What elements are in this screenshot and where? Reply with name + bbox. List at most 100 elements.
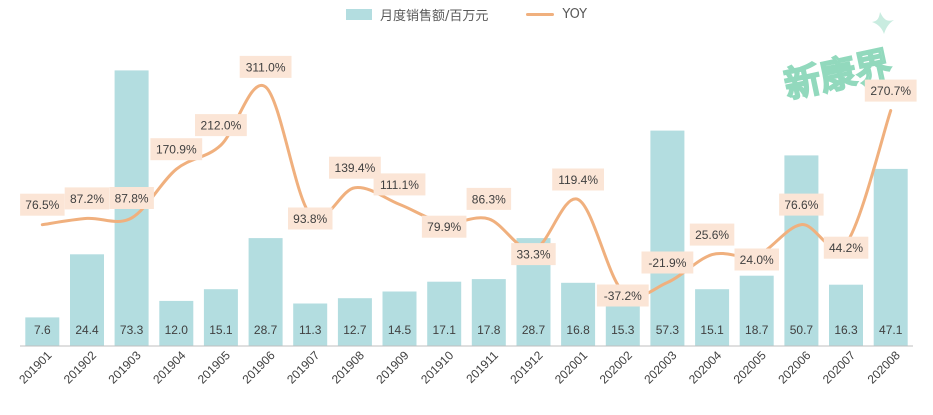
yoy-label-202005: 24.0% [734, 248, 779, 271]
x-tick-label-201903: 201903 [106, 348, 144, 386]
yoy-label-text: 212.0% [201, 119, 242, 133]
yoy-label-text: 76.6% [784, 198, 818, 212]
x-tick-label-201911: 201911 [463, 348, 501, 386]
bar-201904 [159, 300, 194, 346]
bar-202001 [561, 282, 596, 346]
yoy-label-202003: -21.9% [641, 251, 694, 274]
yoy-label-202004: 25.6% [689, 223, 735, 246]
bar-202007 [829, 284, 863, 346]
yoy-label-text: 86.3% [472, 192, 506, 206]
bar-value-label-202001: 16.8 [566, 323, 590, 337]
x-tick-label-202003: 202003 [641, 348, 679, 386]
bar-value-label-201907: 11.3 [299, 323, 322, 337]
yoy-label-202006: 76.6% [779, 193, 824, 216]
x-axis-tick-labels: 201901 201902 201903 201904 201905 201906 2019… [16, 348, 903, 386]
yoy-label-201903: 87.8% [109, 187, 154, 209]
watermark-leaf-icon [872, 12, 894, 34]
x-tick-label-202001: 202001 [552, 348, 590, 386]
bar-value-labels: 7.6 24.4 73.3 12.0 15.1 28.7 11.3 12.7 14.5 17.1 1… [34, 323, 903, 337]
yoy-label-box [329, 156, 381, 179]
x-tick-label-201905: 201905 [195, 348, 233, 386]
bar-201908 [337, 298, 372, 346]
bar-201905 [203, 289, 238, 346]
yoy-label-text: 170.9% [156, 143, 197, 157]
yoy-label-202007: 44.2% [823, 236, 869, 259]
bar-value-label-202003: 57.3 [656, 323, 680, 337]
bar-201911 [471, 279, 506, 346]
yoy-label-201904: 170.9% [150, 138, 203, 161]
bar-value-label-202005: 18.7 [745, 323, 769, 337]
bar-value-label-201901: 7.6 [34, 323, 51, 337]
yoy-label-box [195, 114, 247, 137]
x-tick-label-202002: 202002 [597, 348, 635, 386]
x-tick-label-202008: 202008 [865, 348, 903, 386]
yoy-label-201906: 311.0% [239, 55, 292, 78]
x-tick-label-201904: 201904 [150, 348, 188, 386]
yoy-label-text: 119.4% [558, 173, 598, 187]
yoy-label-box [596, 284, 649, 307]
bar-202004 [695, 289, 730, 346]
x-tick-label-201909: 201909 [373, 348, 411, 386]
legend-item-yoy[interactable]: YOY [526, 7, 587, 22]
legend-swatch-bar [345, 9, 372, 20]
bar-201910 [427, 281, 462, 346]
yoy-label-text: -37.2% [604, 289, 642, 303]
yoy-label-202001: 119.4% [552, 168, 604, 191]
bar-202003 [650, 130, 685, 346]
legend-label-yoy: YOY [562, 7, 588, 22]
yoy-label-box [20, 193, 65, 216]
bar-value-label-201902: 24.4 [75, 323, 99, 337]
x-tick-label-201902: 201902 [61, 348, 99, 386]
yoy-label-text: 24.0% [740, 253, 774, 267]
yoy-label-box [823, 236, 869, 259]
yoy-label-box [109, 187, 154, 209]
bar-value-label-202007: 16.3 [834, 323, 858, 337]
x-tick-label-202004: 202004 [686, 348, 724, 386]
x-tick-label-201906: 201906 [240, 348, 278, 386]
yoy-label-text: 79.9% [427, 220, 461, 234]
bar-value-label-202004: 15.1 [700, 323, 724, 337]
legend-swatch-line [526, 13, 555, 16]
yoy-label-text: 311.0% [246, 60, 286, 74]
yoy-label-box [864, 79, 917, 102]
bar-202008 [873, 168, 908, 346]
legend-label-sales: 月度销售额/百万元 [379, 9, 489, 24]
x-tick-label-202006: 202006 [775, 348, 813, 386]
yoy-label-201911: 86.3% [466, 187, 512, 210]
bar-201906 [248, 238, 283, 346]
yoy-label-box [421, 215, 467, 238]
bar-value-label-201903: 73.3 [120, 323, 144, 337]
bar-201902 [70, 254, 104, 346]
yoy-label-box [239, 55, 292, 78]
bar-value-label-201909: 14.5 [388, 323, 412, 337]
yoy-label-text: 33.3% [516, 248, 550, 262]
bar-value-label-202002: 15.3 [611, 323, 635, 337]
x-tick-label-202005: 202005 [731, 348, 769, 386]
yoy-label-box [373, 173, 426, 196]
yoy-label-text: 44.2% [829, 241, 863, 255]
yoy-label-text: 87.8% [115, 192, 149, 206]
x-tick-label-201910: 201910 [418, 348, 456, 386]
legend-item-sales[interactable]: 月度销售额/百万元 [345, 5, 489, 24]
bar-202005 [739, 275, 774, 346]
yoy-label-box [511, 243, 556, 266]
yoy-label-text: -21.9% [648, 256, 686, 270]
yoy-label-box [689, 223, 735, 246]
yoy-label-text: 25.6% [695, 228, 729, 242]
yoy-label-201910: 79.9% [421, 215, 467, 238]
bar-201909 [382, 291, 417, 346]
yoy-label-text: 87.2% [70, 192, 104, 206]
yoy-label-text: 139.4% [335, 161, 376, 175]
yoy-label-box [641, 251, 694, 274]
bar-value-label-202008: 47.1 [879, 323, 903, 337]
x-tick-label-201907: 201907 [284, 348, 322, 386]
yoy-label-box [64, 187, 110, 210]
bar-value-label-201905: 15.1 [209, 323, 233, 337]
bar-value-label-202006: 50.7 [790, 323, 814, 337]
yoy-label-202008: 270.7% [864, 79, 917, 102]
bar-201901 [25, 317, 60, 346]
yoy-label-box [552, 168, 604, 191]
bar-201907 [293, 303, 328, 346]
yoy-label-201909: 111.1% [373, 173, 426, 196]
